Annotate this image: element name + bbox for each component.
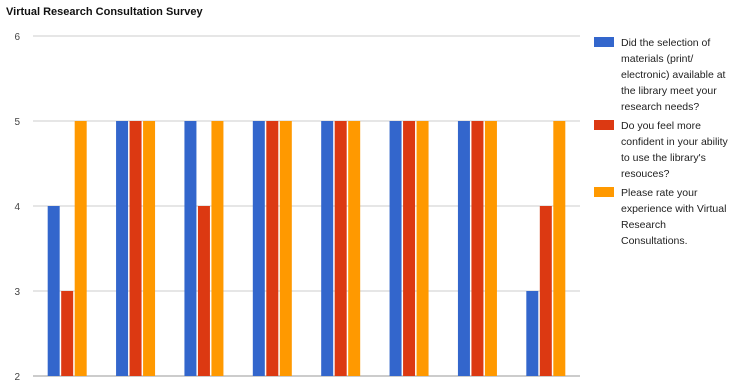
legend-label: Did the selection of materials (print/ele…: [621, 37, 726, 113]
gridlines: [33, 35, 580, 377]
bar: [279, 121, 292, 376]
y-tick-label: 5: [14, 117, 20, 128]
bar: [348, 121, 361, 376]
bar: [553, 121, 566, 376]
bar: [321, 121, 334, 376]
bar: [484, 121, 497, 376]
legend: Did the selection of materials (print/ele…: [594, 37, 729, 247]
bar: [129, 121, 142, 376]
bar: [471, 121, 484, 376]
bar: [47, 206, 60, 376]
bar: [266, 121, 279, 376]
y-tick-label: 3: [14, 287, 20, 298]
bar: [74, 121, 87, 376]
legend-swatch: [594, 120, 614, 130]
bar: [334, 121, 347, 376]
legend-swatch: [594, 187, 614, 197]
y-tick-label: 6: [14, 32, 20, 43]
bar: [416, 121, 429, 376]
bar: [457, 121, 470, 376]
legend-swatch: [594, 37, 614, 47]
bars: [47, 121, 566, 376]
y-tick-label: 2: [14, 372, 20, 380]
chart-title: Virtual Research Consultation Survey: [6, 6, 204, 18]
bar: [539, 206, 552, 376]
bar: [116, 121, 129, 376]
bar: [403, 121, 416, 376]
bar: [526, 291, 539, 376]
bar: [252, 121, 265, 376]
y-axis: 2 3 4 5 6: [14, 32, 20, 383]
bar: [197, 206, 210, 376]
y-tick-label: 4: [14, 202, 20, 213]
bar: [389, 121, 402, 376]
bar: [143, 121, 156, 376]
bar: [211, 121, 224, 376]
bar: [61, 291, 74, 376]
legend-label: Do you feel more confident in your abilit…: [621, 120, 729, 180]
bar: [184, 121, 197, 376]
legend-label: Please rate your experience with Virtual R…: [621, 187, 726, 247]
